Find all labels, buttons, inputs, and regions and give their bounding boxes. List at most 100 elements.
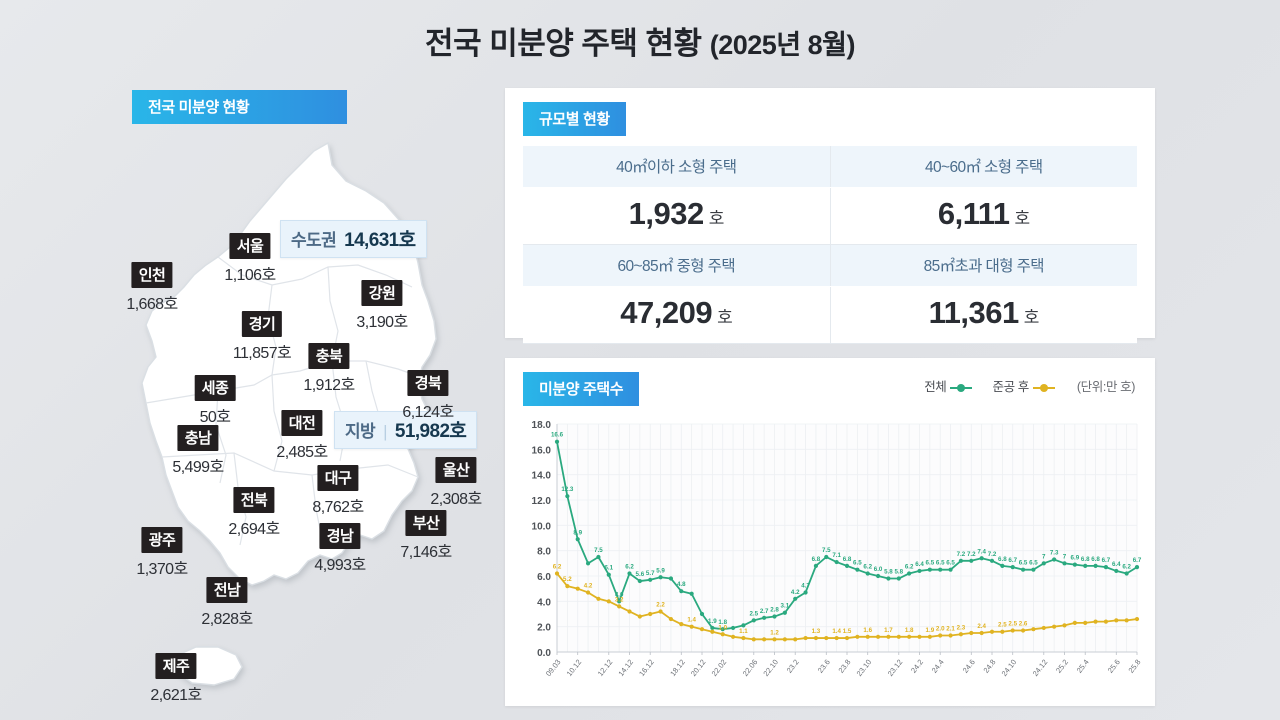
callout-jibang: 지방 | 51,982호	[334, 411, 478, 449]
svg-text:25.6: 25.6	[1106, 658, 1122, 675]
size-header-2: 60~85㎡ 중형 주택	[523, 244, 831, 287]
region-gwangju-value: 1,370호	[136, 561, 188, 578]
svg-text:23.10: 23.10	[855, 658, 874, 678]
svg-text:7.5: 7.5	[594, 547, 603, 554]
svg-text:16.12: 16.12	[637, 658, 656, 678]
svg-text:6.8: 6.8	[1081, 556, 1090, 563]
svg-text:10.12: 10.12	[565, 658, 584, 678]
region-busan: 부산 7,146호	[400, 510, 452, 562]
svg-text:23.12: 23.12	[886, 658, 905, 678]
svg-text:25.4: 25.4	[1075, 658, 1091, 675]
callout-sudogwon: 수도권 14,631호	[280, 220, 427, 258]
title-period: (2025년 8월)	[709, 30, 856, 60]
svg-text:2.5: 2.5	[749, 610, 758, 617]
region-incheon-value: 1,668호	[126, 296, 178, 313]
size-header-0: 40㎡이하 소형 주택	[523, 146, 831, 188]
region-busan-name: 부산	[405, 510, 447, 536]
svg-text:2.6: 2.6	[1019, 620, 1028, 627]
size-value-2: 47,209	[620, 295, 713, 330]
size-unit-3: 호	[1023, 308, 1040, 327]
svg-text:7.2: 7.2	[957, 551, 966, 558]
svg-text:7.1: 7.1	[832, 552, 841, 559]
region-seoul-name: 서울	[229, 233, 271, 259]
chart-legend: 전체 준공 후 (단위:만 호)	[910, 376, 1135, 395]
region-ulsan-value: 2,308호	[430, 491, 482, 508]
svg-text:6.4: 6.4	[915, 561, 924, 568]
region-chungbuk-value: 1,912호	[303, 377, 355, 394]
region-gyeongbuk: 경북 6,124호	[402, 370, 454, 422]
svg-text:6.7: 6.7	[1133, 557, 1142, 564]
region-gyeongnam-value: 4,993호	[314, 557, 366, 574]
svg-text:2.5: 2.5	[1008, 620, 1017, 627]
size-unit-2: 호	[717, 308, 733, 327]
svg-text:1.3: 1.3	[812, 628, 821, 635]
svg-text:4.0: 4.0	[615, 591, 624, 598]
svg-text:1.8: 1.8	[718, 619, 727, 626]
svg-text:6.2: 6.2	[863, 563, 872, 570]
svg-text:5.7: 5.7	[646, 570, 655, 577]
svg-text:18.12: 18.12	[668, 658, 687, 678]
legend-item-total: 전체	[924, 376, 975, 395]
region-gwangju: 광주 1,370호	[136, 527, 188, 579]
region-busan-value: 7,146호	[400, 544, 452, 561]
svg-text:2.3: 2.3	[957, 624, 966, 631]
region-chungbuk: 충북 1,912호	[303, 343, 355, 395]
region-gyeonggi-value: 11,857호	[232, 345, 292, 362]
svg-text:25.8: 25.8	[1126, 658, 1142, 675]
svg-text:6.7: 6.7	[1102, 557, 1111, 564]
svg-text:25.2: 25.2	[1054, 658, 1070, 675]
svg-text:6.5: 6.5	[1019, 560, 1028, 567]
svg-text:1.0: 1.0	[718, 624, 727, 631]
svg-text:24.2: 24.2	[909, 658, 925, 675]
svg-text:7.2: 7.2	[967, 551, 976, 558]
region-chungbuk-name: 충북	[308, 343, 350, 369]
line-chart-svg: 0.0 2.0 4.0 6.0 8.0 10.0 12.0 14.0 16.0 18.0 09.03…	[532, 420, 1143, 678]
svg-text:8.0: 8.0	[537, 547, 551, 558]
page-title: 전국 미분양 주택 현황 (2025년 8월)	[0, 18, 1280, 63]
size-panel-tag-label: 규모별 현황	[523, 102, 626, 136]
region-daegu-value: 8,762호	[312, 499, 364, 516]
size-unit-1: 호	[1014, 209, 1031, 228]
svg-text:6.2: 6.2	[553, 563, 562, 570]
map-panel-tag-label: 전국 미분양 현황	[132, 90, 347, 124]
svg-text:1.9: 1.9	[708, 618, 717, 625]
svg-text:1.8: 1.8	[905, 627, 914, 634]
svg-text:20.12: 20.12	[689, 658, 708, 678]
svg-text:6.4: 6.4	[1112, 561, 1121, 568]
size-table-header-row-1: 40㎡이하 소형 주택 40~60㎡ 소형 주택	[523, 146, 1137, 188]
svg-text:24.12: 24.12	[1031, 658, 1050, 678]
size-value-cell-2: 47,209 호	[523, 286, 831, 344]
svg-text:6.2: 6.2	[1122, 563, 1131, 570]
size-value-cell-1: 6,111 호	[830, 187, 1137, 245]
region-sejong: 세종 50호	[194, 375, 236, 427]
svg-text:09.03: 09.03	[544, 658, 563, 678]
legend-item-completed: 준공 후	[992, 376, 1057, 395]
svg-text:14.12: 14.12	[616, 658, 635, 678]
mainland-shape	[141, 141, 437, 586]
svg-text:1.7: 1.7	[884, 627, 893, 634]
chart-panel-tag-label: 미분양 주택수	[523, 372, 640, 406]
callout-divider: |	[383, 422, 387, 441]
svg-text:14.0: 14.0	[532, 471, 552, 482]
size-value-1: 6,111	[937, 196, 1010, 231]
svg-text:6.7: 6.7	[1008, 557, 1017, 564]
svg-text:10.0: 10.0	[532, 521, 552, 532]
region-gangwon: 강원 3,190호	[356, 280, 408, 332]
svg-text:18.0: 18.0	[532, 420, 552, 431]
svg-text:23.8: 23.8	[836, 658, 852, 675]
svg-text:4.8: 4.8	[677, 581, 686, 588]
svg-text:7.2: 7.2	[988, 551, 997, 558]
svg-text:7.3: 7.3	[1050, 550, 1059, 557]
region-gyeongnam: 경남 4,993호	[314, 523, 366, 575]
svg-text:6.8: 6.8	[812, 556, 821, 563]
svg-text:1.1: 1.1	[739, 628, 748, 635]
svg-text:7.4: 7.4	[977, 548, 986, 555]
region-gyeongnam-name: 경남	[319, 523, 361, 549]
svg-text:22.06: 22.06	[741, 658, 760, 678]
svg-text:5.2: 5.2	[563, 576, 572, 583]
region-gangwon-name: 강원	[361, 280, 403, 306]
region-jeonbuk-value: 2,694호	[228, 521, 280, 538]
callout-jibang-label: 지방	[345, 422, 376, 441]
size-value-cell-0: 1,932 호	[523, 187, 831, 245]
